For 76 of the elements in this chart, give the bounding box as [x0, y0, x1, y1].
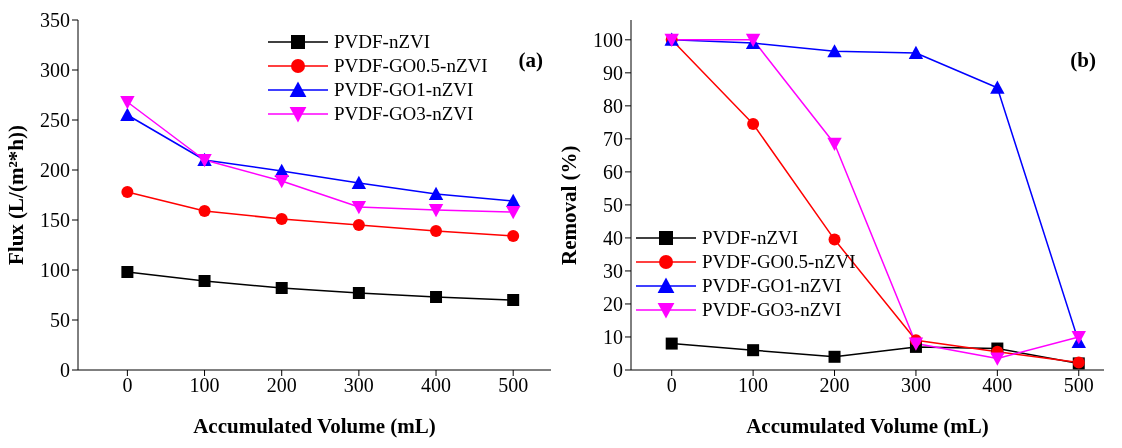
point: [428, 204, 444, 218]
point: [505, 206, 521, 220]
point: [507, 230, 520, 242]
x-tick-label: 300: [900, 374, 931, 397]
point: [430, 225, 443, 237]
point: [827, 137, 842, 152]
y-axis-title: Removal (%): [557, 145, 582, 265]
point: [351, 175, 367, 189]
point: [747, 344, 760, 357]
point: [198, 205, 211, 217]
point: [121, 186, 134, 198]
point: [352, 219, 365, 231]
point: [275, 282, 288, 294]
point: [507, 294, 520, 306]
point: [121, 266, 134, 278]
y-tick-label: 300: [40, 59, 70, 82]
y-tick-label: 60: [603, 160, 623, 183]
y-tick-label: 70: [603, 127, 623, 150]
point: [908, 45, 924, 60]
legend-label: PVDF-GO0.5-nZVI: [334, 55, 488, 77]
point: [828, 233, 841, 246]
x-tick-label: 100: [189, 374, 220, 397]
point: [352, 287, 365, 299]
x-tick-label: 200: [819, 374, 850, 397]
y-tick-label: 100: [593, 28, 623, 51]
y-tick-label: 100: [40, 259, 70, 282]
point: [990, 352, 1005, 366]
point: [827, 44, 842, 58]
y-axis-title: Flux (L/(m²*h)): [4, 125, 29, 265]
point: [351, 201, 367, 215]
legend-label: PVDF-GO1-nZVI: [334, 79, 474, 101]
point: [1071, 330, 1086, 345]
point: [120, 96, 135, 110]
annotation: (b): [1070, 48, 1096, 73]
y-tick-label: 350: [40, 9, 70, 32]
x-tick-label: 400: [982, 374, 1013, 397]
legend-label: PVDF-GO0.5-nZVI: [702, 251, 856, 273]
x-tick-label: 500: [498, 374, 529, 397]
legend-label: PVDF-GO3-nZVI: [334, 103, 474, 125]
y-tick-label: 90: [603, 61, 623, 84]
y-tick-label: 200: [40, 159, 70, 182]
y-tick-label: 30: [603, 260, 623, 283]
y-tick-label: 250: [40, 109, 70, 132]
legend-label: PVDF-nZVI: [334, 31, 431, 53]
point: [428, 186, 444, 200]
x-tick-label: 200: [266, 374, 297, 397]
x-tick-label: 100: [738, 374, 769, 397]
y-tick-label: 80: [603, 94, 623, 117]
point: [990, 80, 1005, 94]
x-axis-title: Accumulated Volume (mL): [193, 413, 436, 438]
y-tick-label: 150: [40, 209, 70, 232]
y-tick-label: 10: [603, 326, 623, 349]
point: [828, 350, 841, 363]
x-axis-title: Accumulated Volume (mL): [746, 413, 989, 438]
y-tick-label: 20: [603, 293, 623, 316]
point: [274, 175, 289, 189]
y-tick-label: 50: [603, 194, 623, 217]
x-tick-label: 400: [421, 374, 452, 397]
point: [665, 337, 678, 350]
y-tick-label: 50: [50, 309, 70, 332]
point: [198, 275, 211, 287]
point: [120, 107, 135, 121]
point: [747, 118, 760, 131]
legend-label: PVDF-nZVI: [702, 227, 799, 249]
x-tick-label: 500: [1063, 374, 1094, 397]
x-tick-label: 300: [343, 374, 374, 397]
x-tick-label: 0: [122, 374, 133, 397]
point: [275, 213, 288, 225]
point: [430, 291, 443, 303]
y-tick-label: 0: [613, 359, 623, 382]
y-tick-label: 40: [603, 227, 623, 250]
annotation: (a): [518, 48, 543, 73]
y-tick-label: 0: [60, 359, 70, 382]
legend-label: PVDF-GO1-nZVI: [702, 275, 842, 297]
legend-label: PVDF-GO3-nZVI: [702, 299, 842, 321]
x-tick-label: 0: [666, 374, 677, 397]
